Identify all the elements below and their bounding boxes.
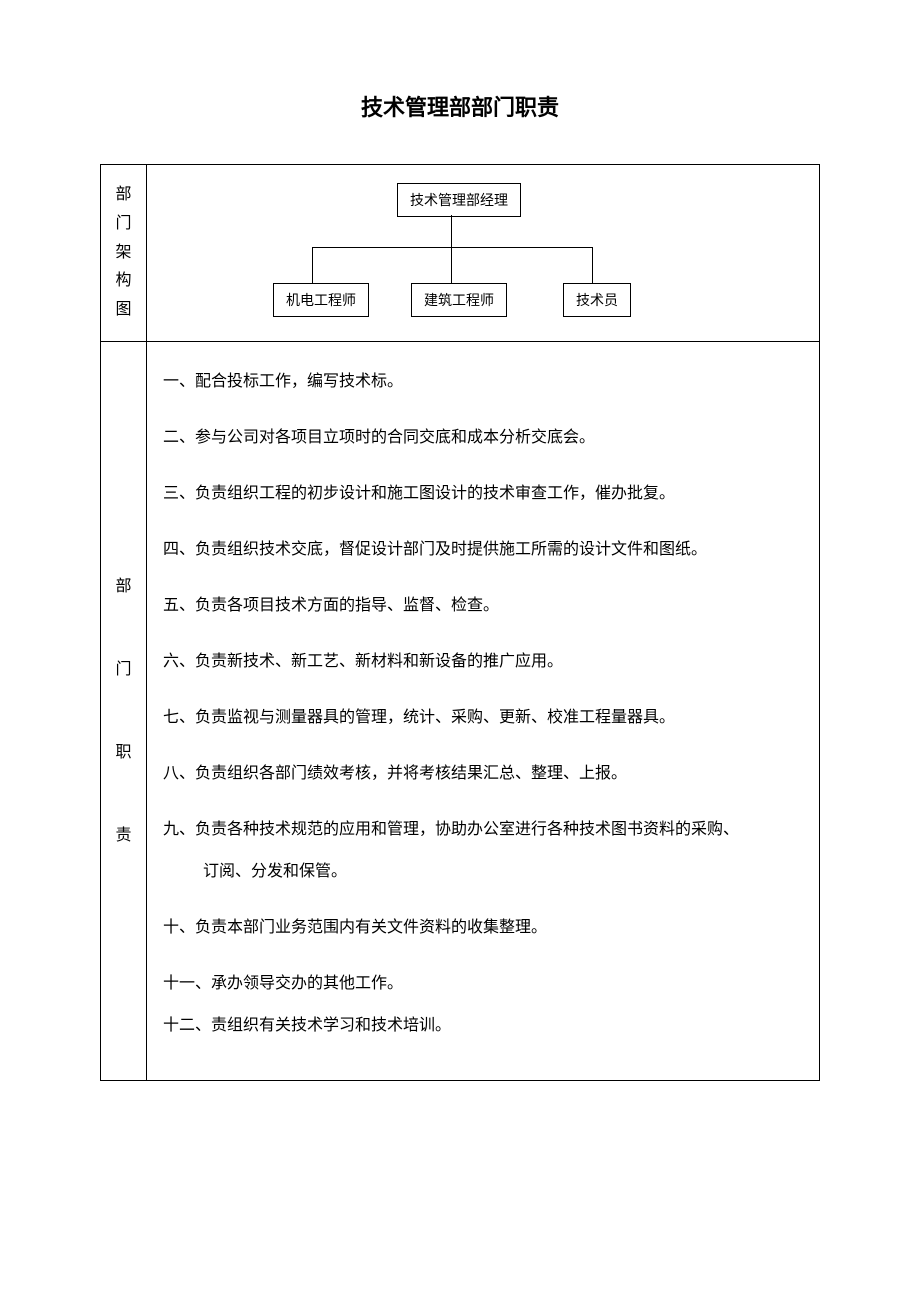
label-char: 职 [105,711,142,794]
responsibility-item: 九、负责各种技术规范的应用和管理，协助办公室进行各种技术图书资料的采购、 [163,814,803,846]
label-char: 部 [105,545,142,628]
org-chart: 技术管理部经理 机电工程师 建筑工程师 技术员 [157,183,809,323]
org-child-node: 机电工程师 [273,283,369,317]
responsibilities-list: 一、配合投标工作，编写技术标。 二、参与公司对各项目立项时的合同交底和成本分析交… [163,366,803,1042]
org-root-node: 技术管理部经理 [397,183,521,217]
responsibility-item: 十二、责组织有关技术学习和技术培训。 [163,1010,803,1042]
org-child-node: 技术员 [563,283,631,317]
responsibility-item: 十、负责本部门业务范围内有关文件资料的收集整理。 [163,912,803,944]
org-line [592,247,593,283]
label-char: 架 [105,239,142,268]
org-chart-row: 部 门 架 构 图 技术管理部经理 机电工程师 建筑工程师 技术员 [101,165,820,342]
org-child-node: 建筑工程师 [411,283,507,317]
responsibilities-cell: 一、配合投标工作，编写技术标。 二、参与公司对各项目立项时的合同交底和成本分析交… [147,342,820,1081]
responsibility-item: 六、负责新技术、新工艺、新材料和新设备的推广应用。 [163,646,803,678]
responsibility-item: 二、参与公司对各项目立项时的合同交底和成本分析交底会。 [163,422,803,454]
org-line [451,215,452,247]
responsibility-item-continuation: 订阅、分发和保管。 [163,856,803,888]
document-table: 部 门 架 构 图 技术管理部经理 机电工程师 建筑工程师 技术员 [100,164,820,1081]
org-line [451,247,452,283]
label-char: 责 [105,794,142,877]
org-line [312,247,313,283]
org-line [312,247,592,248]
responsibility-item: 七、负责监视与测量器具的管理，统计、采购、更新、校准工程量器具。 [163,702,803,734]
responsibilities-row: 部 门 职 责 一、配合投标工作，编写技术标。 二、参与公司对各项目立项时的合同… [101,342,820,1081]
label-char: 门 [105,210,142,239]
org-chart-cell: 技术管理部经理 机电工程师 建筑工程师 技术员 [147,165,820,342]
responsibility-item: 三、负责组织工程的初步设计和施工图设计的技术审查工作，催办批复。 [163,478,803,510]
label-char: 部 [105,181,142,210]
label-char: 图 [105,296,142,325]
responsibilities-label-cell: 部 门 职 责 [101,342,147,1081]
responsibility-item: 四、负责组织技术交底，督促设计部门及时提供施工所需的设计文件和图纸。 [163,534,803,566]
responsibility-item: 一、配合投标工作，编写技术标。 [163,366,803,398]
label-char: 构 [105,267,142,296]
responsibility-item: 八、负责组织各部门绩效考核，并将考核结果汇总、整理、上报。 [163,758,803,790]
page-title: 技术管理部部门职责 [100,90,820,122]
org-chart-label-cell: 部 门 架 构 图 [101,165,147,342]
responsibility-item: 五、负责各项目技术方面的指导、监督、检查。 [163,590,803,622]
responsibility-item: 十一、承办领导交办的其他工作。 [163,968,803,1000]
label-char: 门 [105,628,142,711]
